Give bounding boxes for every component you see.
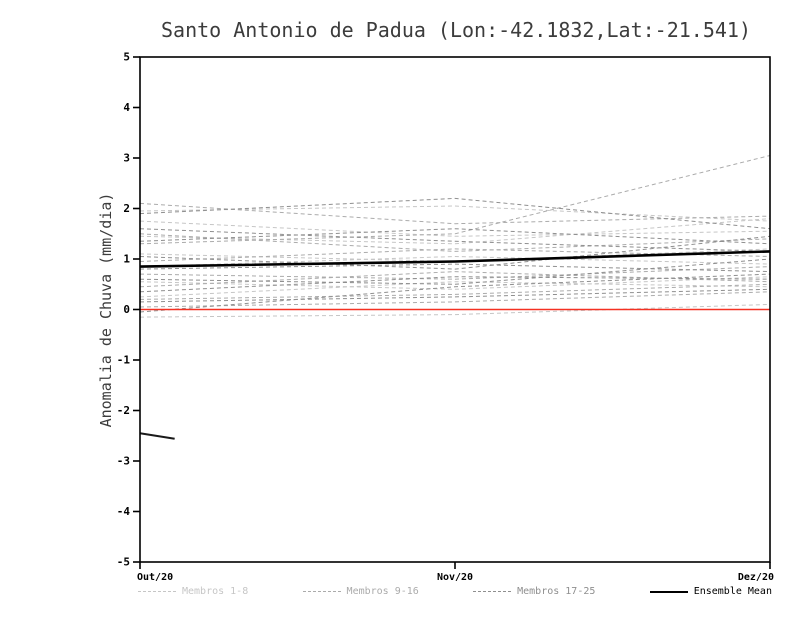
svg-text:-3: -3 (117, 455, 130, 468)
legend-label: Membros 17-25 (517, 586, 596, 597)
legend-label: Membros 9-16 (346, 586, 419, 597)
solid-line-sample (649, 590, 688, 593)
svg-text:-5: -5 (117, 556, 130, 569)
legend-item-membros-9-16: Membros 9-16 (302, 586, 419, 597)
svg-text:0: 0 (123, 303, 130, 316)
legend-item-ensemble-mean: Ensemble Mean (649, 586, 772, 597)
svg-text:5: 5 (123, 51, 130, 64)
svg-text:3: 3 (123, 152, 130, 165)
svg-text:-1: -1 (117, 354, 131, 367)
dashed-line-sample (138, 591, 176, 592)
svg-text:Dez/20: Dez/20 (738, 572, 774, 583)
svg-text:4: 4 (123, 101, 130, 114)
svg-text:1: 1 (123, 253, 130, 266)
dashed-line-sample (473, 591, 512, 592)
svg-text:Nov/20: Nov/20 (437, 572, 473, 583)
legend-item-membros-1-8: Membros 1-8 (138, 586, 248, 597)
svg-text:Out/20: Out/20 (137, 572, 173, 583)
legend-item-membros-17-25: Membros 17-25 (473, 586, 595, 597)
legend-label: Ensemble Mean (693, 586, 772, 597)
svg-text:-4: -4 (117, 505, 131, 518)
legend: Membros 1-8 Membros 9-16 Membros 17-25 E… (138, 586, 772, 597)
dashed-line-sample (302, 591, 341, 592)
legend-label: Membros 1-8 (182, 586, 249, 597)
svg-text:2: 2 (123, 202, 130, 215)
svg-text:-2: -2 (117, 404, 130, 417)
chart-title: Santo Antonio de Padua (Lon:-42.1832,Lat… (160, 18, 752, 42)
